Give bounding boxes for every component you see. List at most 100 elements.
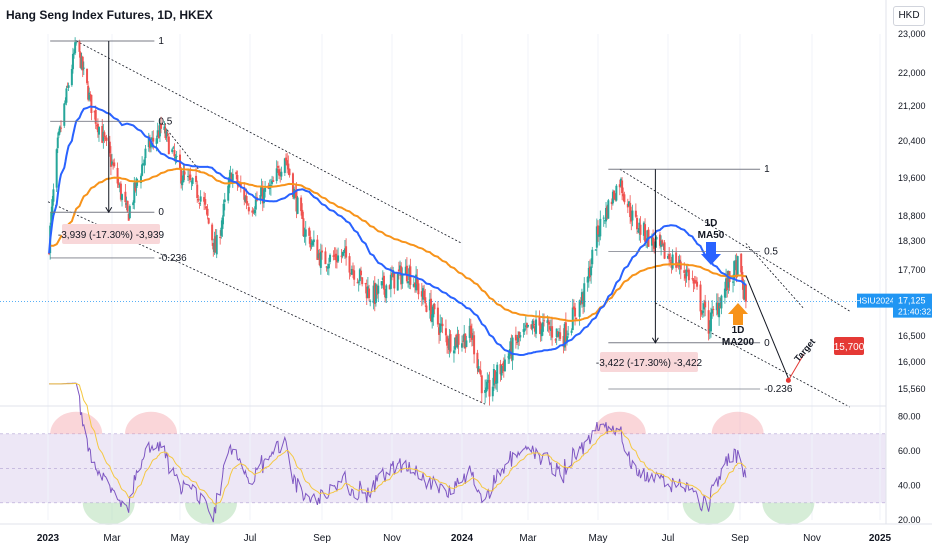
time-tick-label: 2025 [869,533,892,544]
fib-level-label: 0.5 [764,247,778,258]
candle-body [686,270,689,272]
candle-body [629,202,632,218]
currency-badge[interactable]: HKD [893,6,925,26]
candle-body [570,330,573,333]
price-tick-label: 16,500 [898,331,926,341]
candle-body [605,208,608,222]
candle-body [334,253,337,261]
candle-body [539,322,542,335]
candle-body [97,126,100,135]
candle-body [141,164,144,176]
candle-body [163,126,166,130]
candle-body [531,320,534,329]
fib-retracement: 1 0.5 0 -0.236 -3,422 (-17.30%) -3,422 [596,164,793,395]
candle-body [741,271,744,283]
candle-body [350,268,353,275]
candle-body [556,331,559,334]
candle-body [456,336,459,348]
candle-body [109,154,112,167]
candle-body [104,137,107,139]
candle-body [393,272,396,289]
candle-body [245,196,248,204]
candle-body [554,339,557,341]
candle-body [701,310,704,313]
candle-body [285,157,287,161]
candle-body [711,308,714,314]
candle-body [480,375,483,394]
candle-body [340,255,343,257]
candle-body [384,289,387,298]
candle-body [591,249,594,265]
candle-body [71,53,74,70]
time-tick-label: May [171,533,190,544]
candle-body [519,335,522,338]
candle-body [623,194,626,203]
candle-body [574,307,577,317]
candle-body [463,333,466,342]
candle-body [125,203,128,205]
candle-body [365,286,368,299]
candle-body [361,277,364,285]
candle-body [327,263,330,269]
ma50-line [48,105,747,357]
candle-body [211,224,214,241]
candle-body [333,254,336,257]
candle-body [611,191,614,204]
candle-body [636,218,639,230]
price-tick-label: 16,000 [898,357,926,367]
candle-body [205,206,208,209]
candle-body [468,325,471,338]
candle-body [319,251,322,268]
time-tick-label: Mar [103,533,121,544]
candle-body [744,284,747,302]
candle-body [259,195,262,200]
rsi-oversold-zone [184,502,237,525]
candle-body [469,325,472,335]
ma200-label-line2: MA200 [722,337,755,348]
candle-body [117,183,120,185]
candle-body [164,128,167,139]
candle-body [89,93,92,95]
measure-arrowhead [105,206,113,214]
candle-body [88,92,91,100]
rsi-overbought-zone [125,411,178,434]
candle-body [594,249,597,251]
trend-channels [47,40,851,408]
rsi-line [49,382,747,523]
candle-body [121,194,124,200]
candle-body [685,269,688,277]
candle-body [603,220,606,222]
candle-body [119,183,122,200]
rsi-oversold-zone [82,502,135,525]
candle-body [578,300,581,317]
candle-body [405,265,408,282]
candle-body [389,274,392,289]
candle-body [580,292,583,304]
candle-body [401,273,404,284]
candle-body [571,307,574,331]
candle-body [723,288,726,298]
candle-body [373,282,376,305]
candle-body [499,364,502,375]
candle-body [566,336,569,342]
candle-body [693,280,696,284]
candle-body [326,266,329,269]
candle-body [500,365,503,376]
rsi-oversold-zone [762,502,815,525]
candle-body [147,138,150,147]
candle-body [703,303,705,310]
measure-arrowhead [651,337,659,344]
candle-body [618,184,621,188]
candle-body [124,191,127,203]
candle-body [288,168,291,176]
price-tick-label: 20,400 [898,136,926,146]
candle-body [87,85,90,100]
candle-body [417,283,420,295]
candle-body [509,341,512,354]
candle-body [652,237,655,245]
candle-body [151,137,154,141]
candle-body [74,42,77,54]
candle-body [143,159,146,166]
fib-level-label: -0.236 [158,253,187,264]
